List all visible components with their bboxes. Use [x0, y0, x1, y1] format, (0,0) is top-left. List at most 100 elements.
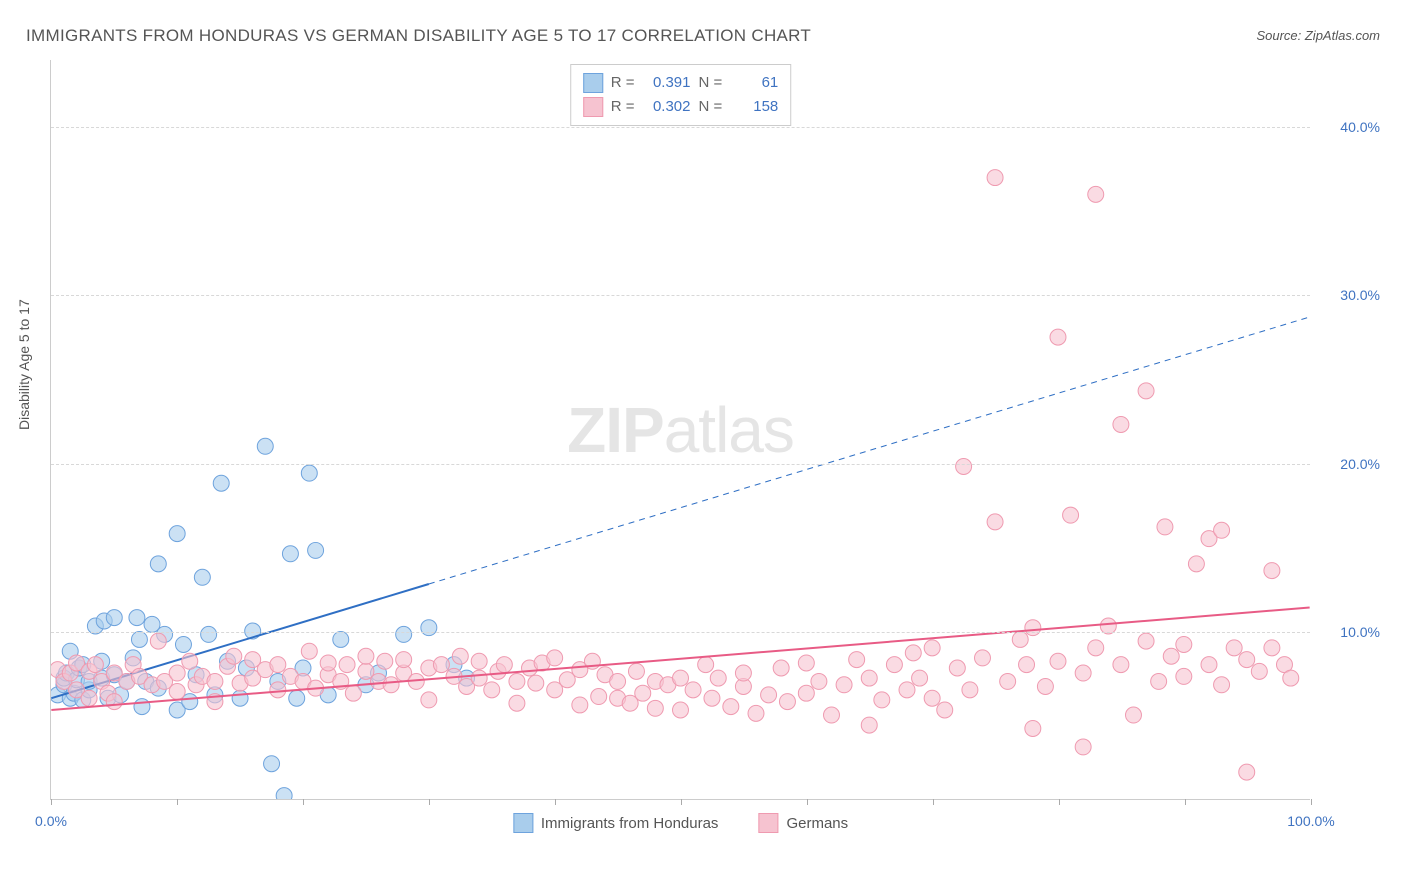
chart-title: IMMIGRANTS FROM HONDURAS VS GERMAN DISAB… — [26, 26, 811, 46]
scatter-point — [905, 645, 921, 661]
scatter-point — [150, 556, 166, 572]
scatter-point — [685, 682, 701, 698]
scatter-point — [962, 682, 978, 698]
scatter-point — [528, 675, 544, 691]
scatter-point — [377, 653, 393, 669]
scatter-point — [175, 636, 191, 652]
scatter-point — [723, 699, 739, 715]
scatter-point — [987, 514, 1003, 530]
scatter-point — [824, 707, 840, 723]
scatter-point — [886, 657, 902, 673]
scatter-point — [1264, 563, 1280, 579]
scatter-point — [924, 690, 940, 706]
scatter-point — [169, 684, 185, 700]
scatter-point — [169, 665, 185, 681]
x-tick — [681, 799, 682, 805]
scatter-point — [610, 673, 626, 689]
scatter-point — [270, 682, 286, 698]
scatter-point — [1138, 383, 1154, 399]
legend-label-1: Immigrants from Honduras — [541, 815, 719, 832]
scatter-point — [129, 610, 145, 626]
scatter-plot-svg — [51, 60, 1310, 799]
scatter-point — [182, 653, 198, 669]
scatter-point — [572, 697, 588, 713]
scatter-point — [282, 546, 298, 562]
scatter-point — [226, 648, 242, 664]
x-tick — [1185, 799, 1186, 805]
trend-line-dashed — [429, 317, 1310, 584]
scatter-point — [1088, 186, 1104, 202]
scatter-point — [433, 657, 449, 673]
y-tick-label: 10.0% — [1320, 624, 1380, 640]
r-label-1: R = — [611, 71, 635, 95]
scatter-point — [207, 673, 223, 689]
scatter-point — [1025, 620, 1041, 636]
x-tick-label: 100.0% — [1287, 813, 1334, 829]
scatter-point — [591, 689, 607, 705]
scatter-point — [1157, 519, 1173, 535]
legend-label-2: Germans — [786, 815, 848, 832]
scatter-point — [301, 465, 317, 481]
legend-item-1: Immigrants from Honduras — [513, 813, 719, 833]
scatter-point — [673, 702, 689, 718]
scatter-point — [1226, 640, 1242, 656]
scatter-point — [87, 657, 103, 673]
scatter-point — [333, 631, 349, 647]
scatter-point — [106, 610, 122, 626]
scatter-point — [698, 657, 714, 673]
x-tick — [933, 799, 934, 805]
chart-area: ZIPatlas R = 0.391 N = 61 R = 0.302 N = … — [50, 60, 1310, 800]
scatter-point — [912, 670, 928, 686]
scatter-point — [289, 690, 305, 706]
y-tick-label: 40.0% — [1320, 119, 1380, 135]
scatter-point — [798, 655, 814, 671]
scatter-point — [1201, 657, 1217, 673]
scatter-point — [213, 475, 229, 491]
scatter-point — [1012, 631, 1028, 647]
scatter-point — [779, 694, 795, 710]
scatter-point — [232, 690, 248, 706]
scatter-point — [1075, 665, 1091, 681]
scatter-point — [1176, 668, 1192, 684]
scatter-point — [874, 692, 890, 708]
scatter-point — [861, 670, 877, 686]
scatter-point — [358, 648, 374, 664]
scatter-point — [396, 652, 412, 668]
scatter-point — [421, 692, 437, 708]
n-value-1: 61 — [730, 71, 778, 95]
scatter-point — [798, 685, 814, 701]
x-tick — [1059, 799, 1060, 805]
scatter-point — [1138, 633, 1154, 649]
legend-stats-row-2: R = 0.302 N = 158 — [583, 95, 779, 119]
scatter-point — [471, 653, 487, 669]
grid-line-h — [51, 632, 1310, 633]
scatter-point — [201, 626, 217, 642]
scatter-point — [761, 687, 777, 703]
y-tick-label: 30.0% — [1320, 287, 1380, 303]
grid-line-h — [51, 127, 1310, 128]
scatter-point — [106, 694, 122, 710]
scatter-point — [924, 640, 940, 656]
scatter-point — [396, 626, 412, 642]
scatter-point — [264, 756, 280, 772]
scatter-point — [131, 631, 147, 647]
x-tick — [807, 799, 808, 805]
legend-stats-box: R = 0.391 N = 61 R = 0.302 N = 158 — [570, 64, 792, 126]
scatter-point — [1113, 416, 1129, 432]
scatter-point — [773, 660, 789, 676]
scatter-point — [1063, 507, 1079, 523]
scatter-point — [1151, 673, 1167, 689]
scatter-point — [547, 650, 563, 666]
legend-stats-row-1: R = 0.391 N = 61 — [583, 71, 779, 95]
scatter-point — [1025, 720, 1041, 736]
scatter-point — [134, 699, 150, 715]
scatter-point — [1000, 673, 1016, 689]
scatter-point — [647, 700, 663, 716]
scatter-point — [987, 170, 1003, 186]
scatter-point — [704, 690, 720, 706]
x-tick — [177, 799, 178, 805]
scatter-point — [1075, 739, 1091, 755]
scatter-point — [628, 663, 644, 679]
y-tick-label: 20.0% — [1320, 456, 1380, 472]
scatter-point — [899, 682, 915, 698]
